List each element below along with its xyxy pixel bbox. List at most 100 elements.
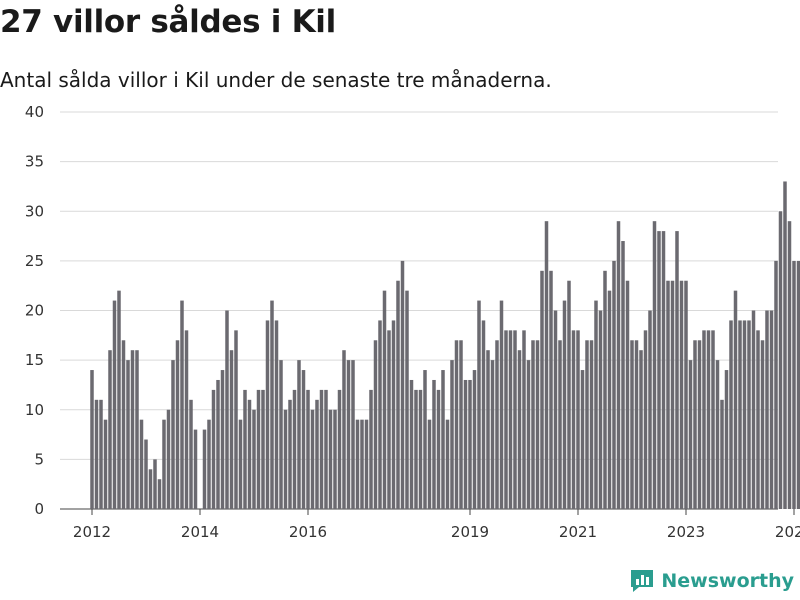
bar bbox=[481, 320, 486, 509]
bar bbox=[765, 310, 769, 509]
bar bbox=[418, 389, 423, 509]
bar bbox=[171, 360, 175, 509]
y-tick-label: 20 bbox=[25, 302, 44, 320]
bar bbox=[315, 399, 319, 509]
bar bbox=[526, 360, 531, 509]
bar bbox=[504, 330, 508, 509]
bar bbox=[121, 340, 126, 509]
bar bbox=[738, 320, 742, 509]
bar bbox=[459, 340, 463, 509]
brand-name: Newsworthy bbox=[661, 570, 794, 592]
bar bbox=[652, 221, 657, 510]
bar bbox=[436, 389, 441, 509]
bar bbox=[774, 260, 778, 509]
bar bbox=[679, 280, 684, 509]
bar bbox=[202, 429, 207, 509]
bar bbox=[535, 340, 540, 509]
bar bbox=[612, 260, 616, 509]
bar bbox=[603, 270, 607, 509]
y-tick-label: 15 bbox=[25, 351, 44, 369]
bar bbox=[688, 360, 693, 509]
bar bbox=[306, 389, 310, 509]
bar bbox=[414, 389, 418, 509]
bar bbox=[531, 340, 535, 509]
bar bbox=[463, 379, 468, 509]
bar bbox=[319, 389, 324, 509]
bar bbox=[454, 340, 459, 509]
bar bbox=[99, 399, 103, 509]
bar bbox=[724, 370, 729, 509]
bar bbox=[216, 379, 220, 509]
bar bbox=[297, 360, 301, 509]
bar bbox=[130, 350, 135, 509]
x-tick-label: 2023 bbox=[667, 523, 705, 541]
bar bbox=[792, 260, 796, 509]
bar bbox=[175, 340, 180, 509]
bar bbox=[675, 231, 679, 509]
newsworthy-logo-icon bbox=[631, 570, 654, 592]
bar bbox=[162, 419, 166, 509]
bar bbox=[310, 409, 315, 509]
bar bbox=[351, 360, 355, 509]
bar bbox=[265, 320, 270, 509]
bar bbox=[139, 419, 144, 509]
bar bbox=[153, 459, 157, 509]
bar bbox=[247, 399, 252, 509]
bar bbox=[103, 419, 108, 509]
bar bbox=[234, 330, 238, 509]
bar bbox=[184, 330, 189, 509]
bar bbox=[585, 340, 589, 509]
bar bbox=[279, 360, 283, 509]
bar bbox=[639, 350, 643, 509]
bar bbox=[346, 360, 351, 509]
bar bbox=[598, 310, 603, 509]
bar bbox=[256, 389, 261, 509]
bar bbox=[468, 379, 472, 509]
bar bbox=[148, 469, 153, 509]
bar bbox=[549, 270, 553, 509]
bar bbox=[225, 310, 229, 509]
bar bbox=[427, 419, 432, 509]
bar bbox=[508, 330, 513, 509]
bar bbox=[630, 340, 634, 509]
bar bbox=[499, 300, 504, 509]
bar bbox=[621, 241, 625, 509]
bar bbox=[634, 340, 639, 509]
bar bbox=[477, 300, 481, 509]
chart-subtitle: Antal sålda villor i Kil under de senast… bbox=[0, 68, 552, 92]
bar bbox=[90, 370, 94, 509]
bar bbox=[166, 409, 171, 509]
bar bbox=[387, 330, 391, 509]
bar bbox=[189, 399, 193, 509]
bar bbox=[126, 360, 130, 509]
y-tick-label: 40 bbox=[25, 103, 44, 121]
bar bbox=[328, 409, 333, 509]
y-tick-label: 30 bbox=[25, 202, 44, 220]
bar bbox=[378, 320, 382, 509]
bar bbox=[769, 310, 774, 509]
bar bbox=[553, 310, 558, 509]
bar bbox=[391, 320, 396, 509]
bar bbox=[729, 320, 733, 509]
bar bbox=[472, 370, 477, 509]
bar bbox=[94, 399, 99, 509]
bar bbox=[742, 320, 747, 509]
bar bbox=[211, 389, 216, 509]
bar bbox=[643, 330, 648, 509]
bar bbox=[783, 181, 787, 509]
bar bbox=[540, 270, 544, 509]
x-tick-label: 2012 bbox=[73, 523, 111, 541]
bar bbox=[342, 350, 346, 509]
bar bbox=[382, 290, 387, 509]
bar bbox=[522, 330, 526, 509]
y-axis: 0 5 10 15 20 25 30 35 40 bbox=[25, 103, 44, 518]
y-tick-label: 0 bbox=[34, 500, 44, 518]
bar bbox=[180, 300, 184, 509]
bar bbox=[270, 300, 274, 509]
bar bbox=[715, 360, 720, 509]
bar bbox=[274, 320, 279, 509]
bar bbox=[355, 419, 360, 509]
bar bbox=[337, 389, 342, 509]
x-tick-label: 2019 bbox=[451, 523, 489, 541]
